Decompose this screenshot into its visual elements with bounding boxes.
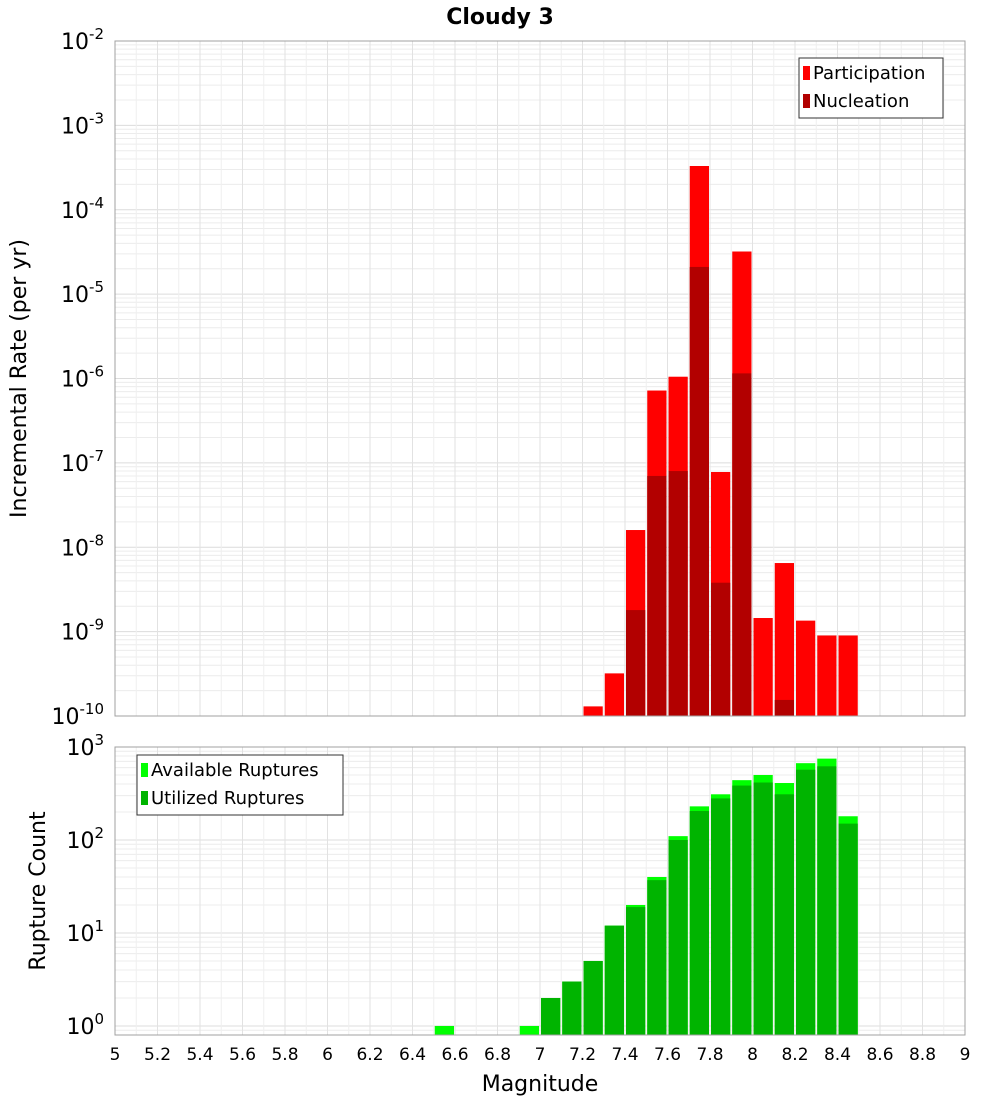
legend-label: Nucleation (813, 91, 909, 112)
bar-participation (838, 635, 858, 716)
x-tick-label: 8 (747, 1045, 758, 1065)
legend-label: Available Ruptures (151, 760, 319, 781)
bar-utilized-ruptures (604, 925, 624, 1035)
bar-nucleation (668, 471, 688, 716)
x-tick-label: 5.2 (144, 1045, 171, 1065)
panel-2: 100 101 102 103 Rupture Count Available Ruptu… (26, 731, 966, 1040)
bar-nucleation (689, 266, 709, 716)
legend-swatch (803, 66, 810, 80)
panel-1: 10-10 10-9 10-8 10-7 10-6 10-5 10-4 10-3 10-2 Inc… (7, 25, 966, 730)
x-tick-label: 6.6 (441, 1045, 468, 1065)
y-tick-label: 10-9 (61, 616, 104, 646)
x-axis-label: Magnitude (482, 1072, 599, 1097)
x-tick-label: 5 (110, 1045, 121, 1065)
y-tick-label: 10-6 (61, 363, 104, 393)
x-tick-label: 5.6 (229, 1045, 256, 1065)
y-tick-label: 103 (66, 731, 104, 761)
bar-utilized-ruptures (796, 769, 816, 1035)
y-tick-label: 10-2 (61, 25, 104, 55)
bar-utilized-ruptures (562, 981, 582, 1035)
bar-utilized-ruptures (774, 794, 794, 1035)
bar-available-ruptures (519, 1025, 539, 1035)
y-tick-label: 101 (66, 917, 104, 947)
y-axis-label: Incremental Rate (per yr) (7, 239, 32, 518)
bar-participation (796, 620, 816, 716)
bar-utilized-ruptures (753, 782, 773, 1035)
bar-participation (583, 706, 603, 716)
x-tick-label: 8.2 (781, 1045, 808, 1065)
plot-frame (114, 40, 966, 717)
x-tick-label: 8.4 (824, 1045, 851, 1065)
bar-utilized-ruptures (689, 811, 709, 1035)
x-tick-label: 7.8 (696, 1045, 723, 1065)
chart-title: Cloudy 3 (446, 5, 554, 30)
bar-utilized-ruptures (838, 823, 858, 1035)
bar-nucleation (732, 373, 752, 716)
bar-participation (817, 635, 837, 716)
bar-utilized-ruptures (817, 766, 837, 1035)
y-tick-label: 10-8 (61, 531, 104, 561)
y-tick-label: 10-10 (52, 700, 105, 730)
legend-swatch (803, 94, 810, 108)
y-tick-label: 10-7 (61, 447, 104, 477)
bar-utilized-ruptures (647, 880, 667, 1035)
y-tick-label: 10-3 (61, 109, 104, 139)
y-tick-label: 102 (66, 824, 104, 854)
legend-box (136, 754, 344, 816)
x-tick-label: 7 (535, 1045, 546, 1065)
x-tick-label: 6.8 (484, 1045, 511, 1065)
legend-box (798, 57, 944, 119)
legend-label: Participation (813, 63, 925, 84)
x-axis: 5 5.2 5.4 5.6 5.8 6 6.2 6.4 6.6 6.8 7 7.2 7.4 7.6 7.8 8… (110, 1045, 971, 1065)
legend-label: Utilized Ruptures (151, 788, 304, 809)
bar-nucleation (711, 582, 731, 716)
legend-swatch (141, 791, 148, 805)
legend-swatch (141, 763, 148, 777)
x-tick-label: 8.8 (909, 1045, 936, 1065)
x-tick-label: 5.8 (271, 1045, 298, 1065)
bar-nucleation (626, 610, 646, 716)
x-tick-label: 9 (960, 1045, 971, 1065)
bar-utilized-ruptures (732, 785, 752, 1035)
bar-utilized-ruptures (541, 997, 561, 1035)
legend: Participation Nucleation (798, 57, 944, 119)
plot-frame (114, 746, 966, 1036)
y-tick-label: 100 (66, 1010, 104, 1040)
bar-utilized-ruptures (711, 798, 731, 1035)
x-tick-label: 6.2 (356, 1045, 383, 1065)
x-tick-label: 8.6 (866, 1045, 893, 1065)
bar-utilized-ruptures (668, 839, 688, 1035)
bar-utilized-ruptures (583, 960, 603, 1035)
x-tick-label: 7.4 (611, 1045, 638, 1065)
bar-participation (753, 618, 773, 716)
x-tick-label: 5.4 (186, 1045, 213, 1065)
y-tick-label: 10-5 (61, 278, 104, 308)
bar-utilized-ruptures (626, 907, 646, 1035)
bar-participation (604, 673, 624, 716)
bar-nucleation (774, 699, 794, 716)
x-tick-label: 6 (322, 1045, 333, 1065)
x-tick-label: 6.4 (399, 1045, 426, 1065)
x-tick-label: 7.2 (569, 1045, 596, 1065)
legend: Available Ruptures Utilized Ruptures (136, 754, 344, 816)
bar-available-ruptures (434, 1025, 454, 1035)
x-tick-label: 7.6 (654, 1045, 681, 1065)
bar-nucleation (647, 475, 667, 716)
bar-participation (774, 563, 794, 716)
y-tick-label: 10-4 (61, 194, 104, 224)
panels-layer: 10-10 10-9 10-8 10-7 10-6 10-5 10-4 10-3 10-2 Inc… (7, 25, 970, 1065)
y-axis-label: Rupture Count (26, 811, 51, 971)
